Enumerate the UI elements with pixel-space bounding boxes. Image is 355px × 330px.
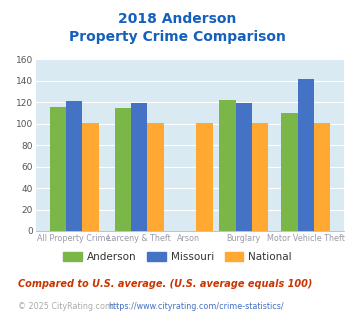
Bar (82, 123, 98, 231)
Text: Property Crime Comparison: Property Crime Comparison (69, 30, 286, 44)
Bar (66, 101, 82, 231)
Text: 2018 Anderson: 2018 Anderson (118, 12, 237, 25)
Bar (147, 123, 164, 231)
Bar (50, 107, 66, 231)
Bar (314, 123, 330, 231)
Bar (282, 113, 297, 231)
Text: © 2025 CityRating.com -: © 2025 CityRating.com - (18, 302, 121, 311)
Bar (115, 108, 131, 231)
Bar (297, 79, 314, 231)
Legend: Anderson, Missouri, National: Anderson, Missouri, National (59, 248, 296, 266)
Bar (196, 123, 213, 231)
Bar (131, 103, 147, 231)
Bar (236, 103, 252, 231)
Bar (219, 100, 236, 231)
Text: https://www.cityrating.com/crime-statistics/: https://www.cityrating.com/crime-statist… (108, 302, 284, 311)
Text: Compared to U.S. average. (U.S. average equals 100): Compared to U.S. average. (U.S. average … (18, 279, 312, 289)
Bar (252, 123, 268, 231)
